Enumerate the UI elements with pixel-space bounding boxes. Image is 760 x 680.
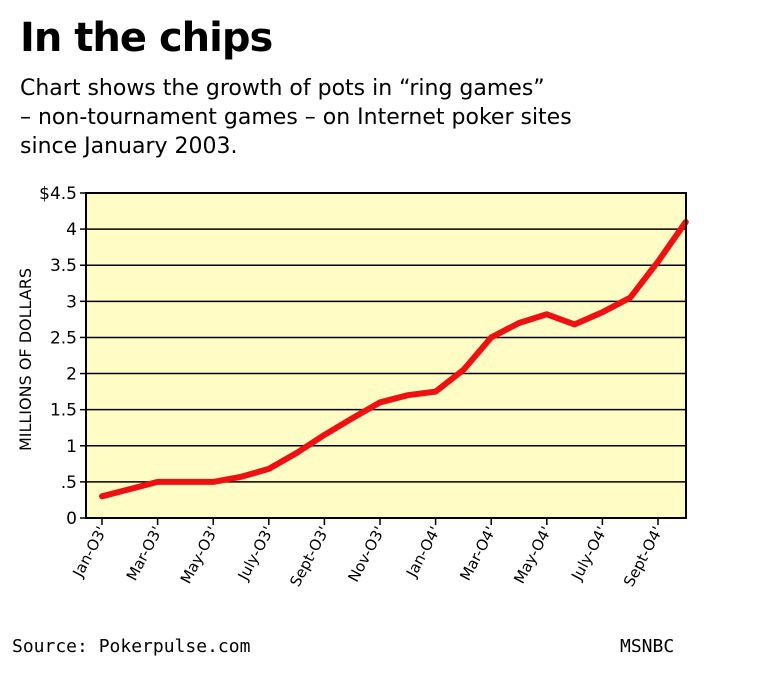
subtitle-line-1: Chart shows the growth of pots in “ring … — [20, 76, 545, 101]
y-tick-label: 0 — [66, 509, 77, 529]
x-tick-label: May-O4' — [510, 523, 555, 586]
x-tick-label: Sept-O3' — [286, 523, 333, 589]
y-tick-label: $4.5 — [39, 184, 77, 204]
y-tick-label: 1.5 — [50, 401, 77, 421]
x-tick-label: Mar-O4' — [456, 523, 499, 583]
credit-note: MSNBC — [620, 636, 675, 657]
x-tick-label: Sept-O4' — [620, 523, 667, 589]
y-tick-label: 3 — [66, 292, 77, 312]
chart-title: In the chips — [20, 15, 273, 61]
x-tick-label: Jan-O4' — [402, 523, 444, 580]
y-tick-label: 2 — [66, 365, 77, 385]
series-line — [99, 218, 689, 500]
y-tick-label: .5 — [61, 473, 77, 493]
y-tick-label: 2.5 — [50, 328, 77, 348]
y-tick-label: 4 — [66, 220, 77, 240]
plot-background — [86, 193, 686, 518]
plot-frame — [85, 192, 687, 519]
subtitle-line-3: since January 2003. — [20, 134, 238, 159]
y-tick-label: 1 — [66, 437, 77, 457]
y-tick-label: 3.5 — [50, 256, 77, 276]
x-tick-label: July-O3' — [234, 523, 278, 584]
x-tick-label: May-O3' — [177, 523, 222, 586]
source-note: Source: Pokerpulse.com — [12, 636, 251, 657]
subtitle-line-2: – non-tournament games – on Internet pok… — [20, 105, 572, 130]
x-tick-label: Jan-O3' — [69, 523, 111, 580]
x-tick-label: Mar-O3' — [123, 523, 166, 583]
chart-subtitle: Chart shows the growth of pots in “ring … — [20, 74, 720, 161]
y-axis-label: MILLIONS OF DOLLARS — [16, 268, 35, 451]
x-tick-label: July-O4' — [567, 523, 611, 584]
x-tick-label: Nov-O3' — [344, 523, 388, 585]
